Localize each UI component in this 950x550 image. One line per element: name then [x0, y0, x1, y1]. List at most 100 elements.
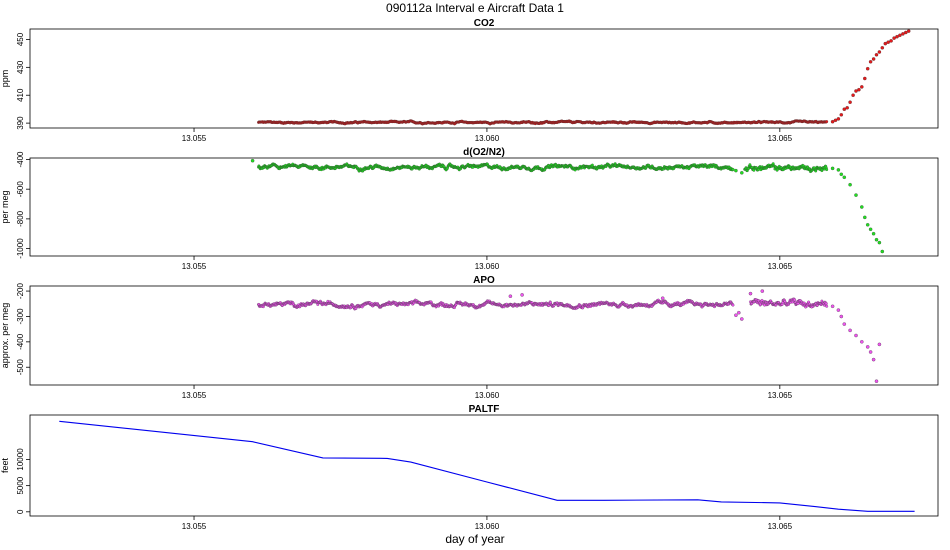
y-tick-label: -400	[16, 151, 25, 168]
data-point	[740, 171, 744, 175]
y-axis-label: feet	[0, 457, 10, 473]
panels: CO2 ppm 13.055 13.060 13.065 390 410 430 450 d(O2…	[0, 18, 939, 531]
data-point	[868, 350, 873, 354]
data-point	[839, 172, 844, 177]
x-tick-label: 13.065	[768, 134, 793, 143]
data-point	[825, 120, 829, 124]
panel-title: PALTF	[469, 404, 500, 415]
data-point	[877, 50, 882, 54]
y-tick-label: -600	[16, 181, 25, 198]
data-point	[250, 158, 255, 163]
y-tick-label: 430	[16, 60, 25, 74]
panel-title: d(O2/N2)	[463, 147, 505, 158]
data-point	[848, 182, 852, 187]
y-axis-label: ppm	[0, 70, 10, 88]
plot-frame	[29, 414, 939, 517]
data-point	[865, 66, 870, 71]
data-point	[883, 41, 888, 46]
data-point	[830, 119, 835, 124]
data-point	[906, 29, 911, 33]
panel-4: PALTF feet 13.055 13.060 13.065 0 5000 10000	[0, 404, 939, 531]
data-point	[836, 308, 841, 312]
data-point	[848, 100, 852, 104]
data-point	[836, 117, 841, 121]
x-tick-label: 13.065	[768, 262, 793, 271]
data-point	[871, 357, 876, 362]
data-point	[860, 205, 864, 209]
x-tick-label: 13.060	[475, 262, 500, 271]
data-point	[839, 314, 844, 319]
y-tick-label: -400	[16, 333, 25, 350]
y-tick-label: -800	[16, 210, 25, 227]
data-point	[901, 32, 905, 36]
x-tick-label: 13.055	[182, 262, 207, 271]
data-point	[830, 304, 835, 309]
data-point	[660, 296, 665, 300]
data-point	[880, 249, 885, 254]
panel-3: APO approx. per meg 13.055 13.060 13.065 -200…	[0, 275, 939, 400]
y-tick-label: 410	[16, 88, 25, 102]
data-point	[863, 76, 867, 81]
data-point	[833, 118, 838, 123]
data-point	[851, 93, 855, 97]
panel-title: CO2	[474, 18, 495, 29]
data-point	[845, 106, 849, 110]
data-point	[860, 85, 864, 89]
data-point	[842, 175, 847, 180]
data-point	[793, 298, 797, 302]
data-point	[824, 302, 828, 306]
data-point	[825, 304, 829, 308]
y-tick-label: 390	[16, 116, 25, 130]
x-tick-label: 13.055	[182, 134, 207, 143]
data-point	[889, 39, 893, 43]
data-point	[871, 57, 876, 61]
data-point	[854, 89, 858, 93]
data-point	[731, 303, 735, 307]
y-tick-label: 10000	[16, 448, 25, 471]
y-tick-label: 450	[16, 32, 25, 46]
data-point	[854, 193, 858, 197]
data-point	[895, 34, 899, 39]
y-axis-label: approx. per meg	[0, 303, 10, 369]
x-tick-label: 13.065	[768, 391, 793, 400]
data-point	[825, 168, 829, 172]
y-tick-label: -1000	[16, 238, 25, 259]
x-tick-label: 13.060	[475, 391, 500, 400]
x-tick-label: 13.055	[182, 391, 207, 400]
figure-xlabel: day of year	[445, 532, 504, 546]
data-point	[842, 322, 847, 326]
data-point	[871, 231, 876, 236]
data-point	[740, 317, 744, 321]
data-point	[854, 333, 858, 338]
panel-title: APO	[473, 275, 495, 286]
data-point	[863, 215, 867, 220]
panel-2: d(O2/N2) per meg 13.055 13.060 13.065 -400 -60…	[0, 147, 939, 271]
data-point	[737, 310, 741, 315]
x-tick-label: 13.060	[475, 134, 500, 143]
data-point	[886, 40, 890, 44]
data-point	[748, 291, 753, 296]
data-point	[868, 60, 873, 64]
data-point	[848, 328, 852, 333]
series-line	[59, 420, 915, 512]
data-point	[857, 87, 861, 92]
data-point	[868, 227, 873, 232]
data-point	[874, 53, 879, 57]
data-point	[898, 33, 902, 38]
data-point	[874, 237, 879, 242]
x-tick-label: 13.060	[475, 522, 500, 531]
data-point	[760, 289, 765, 293]
figure-title: 090112a Interval e Aircraft Data 1	[386, 1, 564, 15]
data-point	[836, 168, 841, 172]
y-axis-label: per meg	[0, 190, 10, 223]
data-point	[865, 345, 870, 349]
x-tick-label: 13.065	[768, 522, 793, 531]
x-tick-label: 13.055	[182, 522, 207, 531]
data-point	[892, 36, 896, 40]
data-point	[877, 240, 882, 245]
data-point	[904, 30, 908, 35]
data-point	[508, 294, 513, 298]
data-point	[860, 340, 864, 344]
y-tick-label: -500	[16, 359, 25, 376]
